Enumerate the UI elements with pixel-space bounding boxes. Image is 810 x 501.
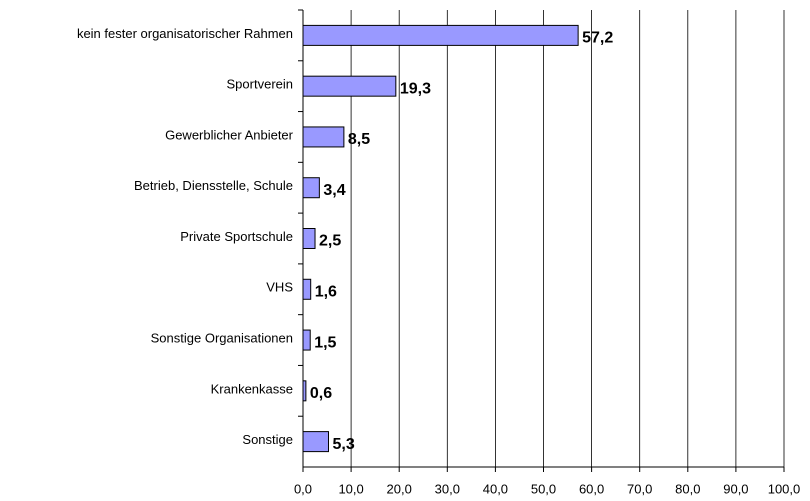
y-tick-label: Betrieb, Diensstelle, Schule xyxy=(134,178,293,193)
value-label: 8,5 xyxy=(348,131,370,148)
x-tick-label: 60,0 xyxy=(579,481,604,496)
bar xyxy=(302,431,329,453)
y-tick-label: VHS xyxy=(266,280,293,295)
value-label: 1,5 xyxy=(314,334,336,351)
value-label: 5,3 xyxy=(332,436,354,453)
y-tick-label: Krankenkasse xyxy=(211,381,293,396)
value-label: 57,2 xyxy=(582,30,613,47)
value-label: 2,5 xyxy=(319,233,341,250)
x-tick-label: 10,0 xyxy=(338,481,363,496)
bar xyxy=(302,380,307,402)
x-tick-label: 100,0 xyxy=(768,481,801,496)
x-tick-label: 20,0 xyxy=(387,481,412,496)
bar xyxy=(302,75,397,97)
y-tick-label: Sportverein xyxy=(227,77,293,92)
bar xyxy=(302,329,311,351)
y-tick-label: Private Sportschule xyxy=(180,229,293,244)
x-tick-label: 50,0 xyxy=(531,481,556,496)
x-tick-label: 40,0 xyxy=(483,481,508,496)
bar xyxy=(302,278,312,300)
x-tick-label: 90,0 xyxy=(723,481,748,496)
bar xyxy=(302,24,579,46)
value-label: 1,6 xyxy=(315,283,337,300)
bar xyxy=(302,126,345,148)
x-tick-label: 0,0 xyxy=(294,481,312,496)
y-tick-label: Sonstige Organisationen xyxy=(151,330,293,345)
value-label: 19,3 xyxy=(400,80,431,97)
x-tick-label: 30,0 xyxy=(435,481,460,496)
x-tick-label: 80,0 xyxy=(675,481,700,496)
value-label: 0,6 xyxy=(310,385,332,402)
value-label: 3,4 xyxy=(323,182,345,199)
y-tick-label: Sonstige xyxy=(242,432,293,447)
bar xyxy=(302,228,316,249)
x-tick-label: 70,0 xyxy=(627,481,652,496)
y-tick-label: Gewerblicher Anbieter xyxy=(165,127,294,142)
bar xyxy=(302,177,320,199)
y-tick-label: kein fester organisatorischer Rahmen xyxy=(77,26,293,41)
